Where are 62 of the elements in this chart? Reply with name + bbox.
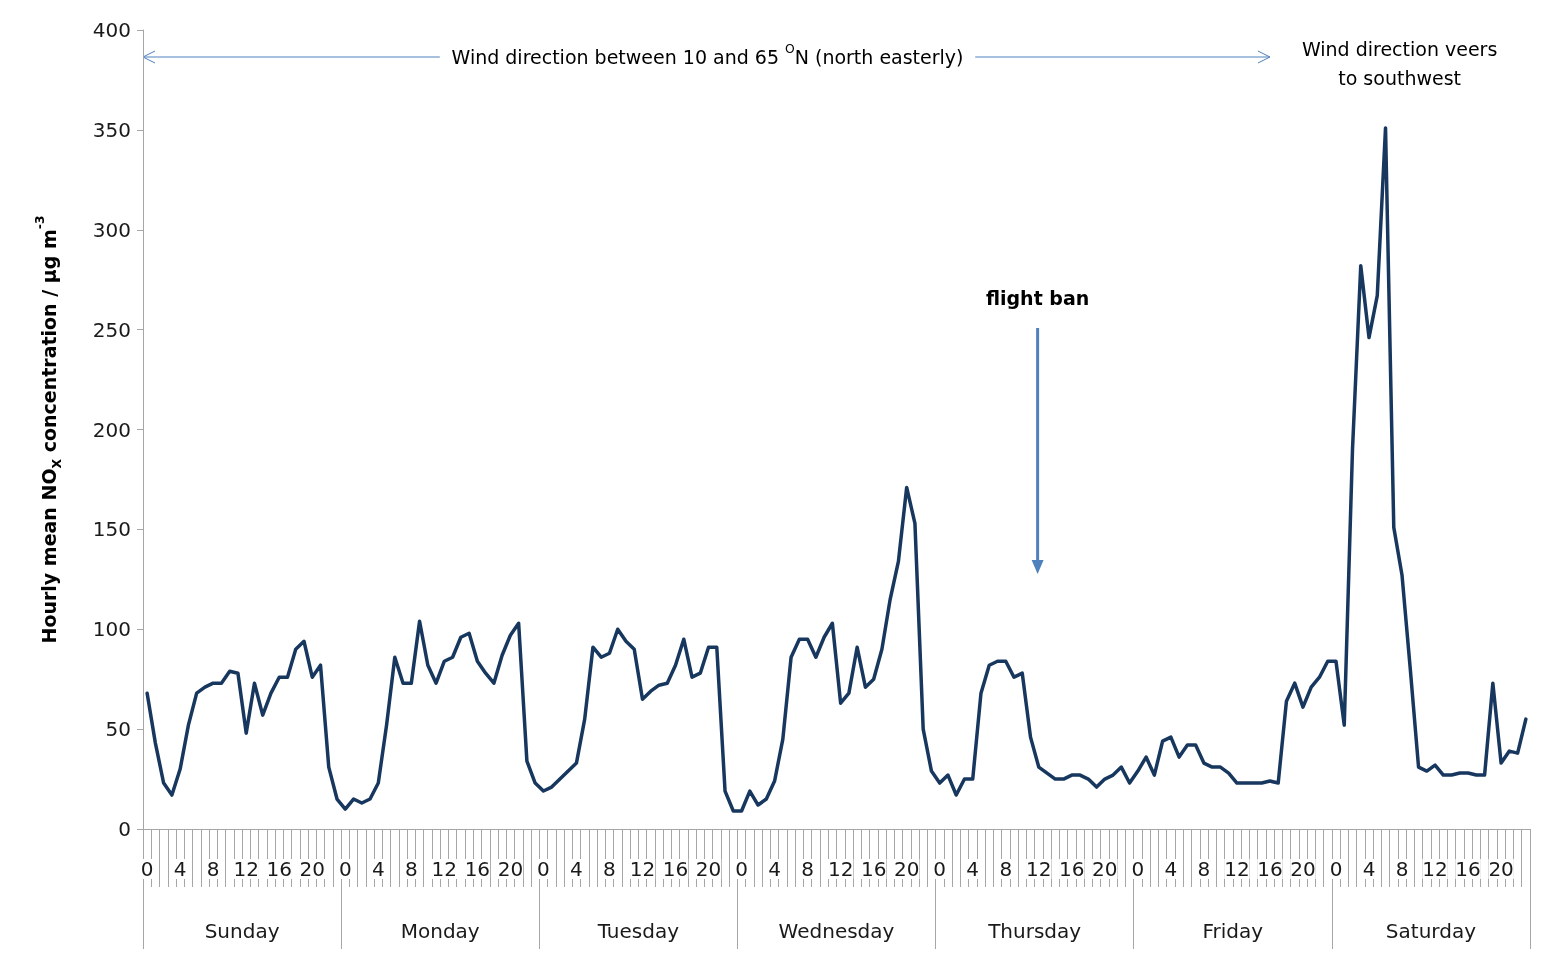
- text: Friday: [1202, 919, 1264, 943]
- y-tick-label: 100: [92, 617, 131, 642]
- text: Thursday: [987, 919, 1082, 943]
- y-tick-label: 350: [92, 117, 131, 142]
- x-tick-label: 8: [404, 857, 418, 881]
- x-tick-label: 16: [1059, 857, 1085, 881]
- y-axis-title: Hourly mean NOX concentration / µg m-3: [33, 215, 64, 644]
- y-tick-label: 400: [92, 18, 131, 42]
- text: Sunday: [204, 919, 280, 943]
- y-tick-label: 200: [92, 417, 131, 442]
- x-tick-label: 16: [464, 857, 491, 881]
- x-tick-label: 20: [497, 857, 524, 881]
- text: Saturday: [1385, 919, 1477, 943]
- x-tick-label: 0: [338, 857, 352, 881]
- x-tick-label: 8: [206, 857, 220, 881]
- x-tick-label: 16: [266, 857, 292, 881]
- x-tick-label: 4: [570, 857, 583, 881]
- x-tick-label: 8: [1197, 857, 1211, 881]
- x-tick-label: 0: [140, 857, 154, 881]
- x-tick-label: 20: [1092, 857, 1118, 881]
- x-tick-label: 4: [173, 857, 187, 881]
- x-tick-label: 4: [371, 857, 385, 881]
- x-tick-label: 16: [860, 857, 887, 881]
- text: Tuesday: [596, 919, 680, 943]
- y-tick-label: 150: [92, 517, 131, 542]
- x-tick-label: 16: [662, 857, 689, 881]
- y-tick-label: 250: [92, 317, 131, 342]
- annotation: Wind direction veers to southwest: [1301, 37, 1498, 89]
- x-tick-label: 20: [695, 857, 722, 881]
- x-tick-label: 4: [1362, 857, 1376, 881]
- text: Monday: [400, 919, 480, 943]
- x-tick-label: 8: [1395, 857, 1409, 881]
- x-tick-label: 8: [999, 857, 1013, 881]
- x-tick-label: 0: [735, 857, 748, 881]
- x-tick-label: 12: [233, 857, 259, 881]
- x-tick-label: 16: [1257, 857, 1283, 881]
- y-tick-label: 300: [92, 217, 131, 242]
- text: Wednesday: [778, 919, 895, 943]
- x-tick-label: 12: [431, 857, 458, 881]
- x-tick-label: 12: [629, 857, 656, 881]
- x-tick-label: 12: [827, 857, 854, 881]
- x-tick-label: 8: [603, 857, 616, 881]
- x-tick-label: 0: [1131, 857, 1145, 881]
- x-tick-label: 20: [299, 857, 325, 881]
- x-tick-label: 4: [1164, 857, 1178, 881]
- x-tick-label: 0: [537, 857, 550, 881]
- x-tick-label: 20: [1488, 857, 1514, 881]
- x-tick-label: 16: [1455, 857, 1481, 881]
- x-tick-label: 12: [1422, 857, 1448, 881]
- x-tick-label: 8: [801, 857, 814, 881]
- y-tick-label: 50: [105, 717, 131, 742]
- x-tick-label: 4: [966, 857, 980, 881]
- x-tick-label: 12: [1026, 857, 1052, 881]
- line-series: [145, 126, 1528, 813]
- x-tick-label: 0: [1329, 857, 1343, 881]
- y-tick-label: 0: [118, 817, 131, 841]
- x-tick-label: 20: [893, 857, 920, 881]
- x-tick-label: 0: [933, 857, 947, 881]
- x-tick-label: 12: [1224, 857, 1250, 881]
- x-tick-label: 4: [768, 857, 781, 881]
- annotation: flight ban: [985, 287, 1090, 309]
- x-tick-label: 20: [1290, 857, 1316, 881]
